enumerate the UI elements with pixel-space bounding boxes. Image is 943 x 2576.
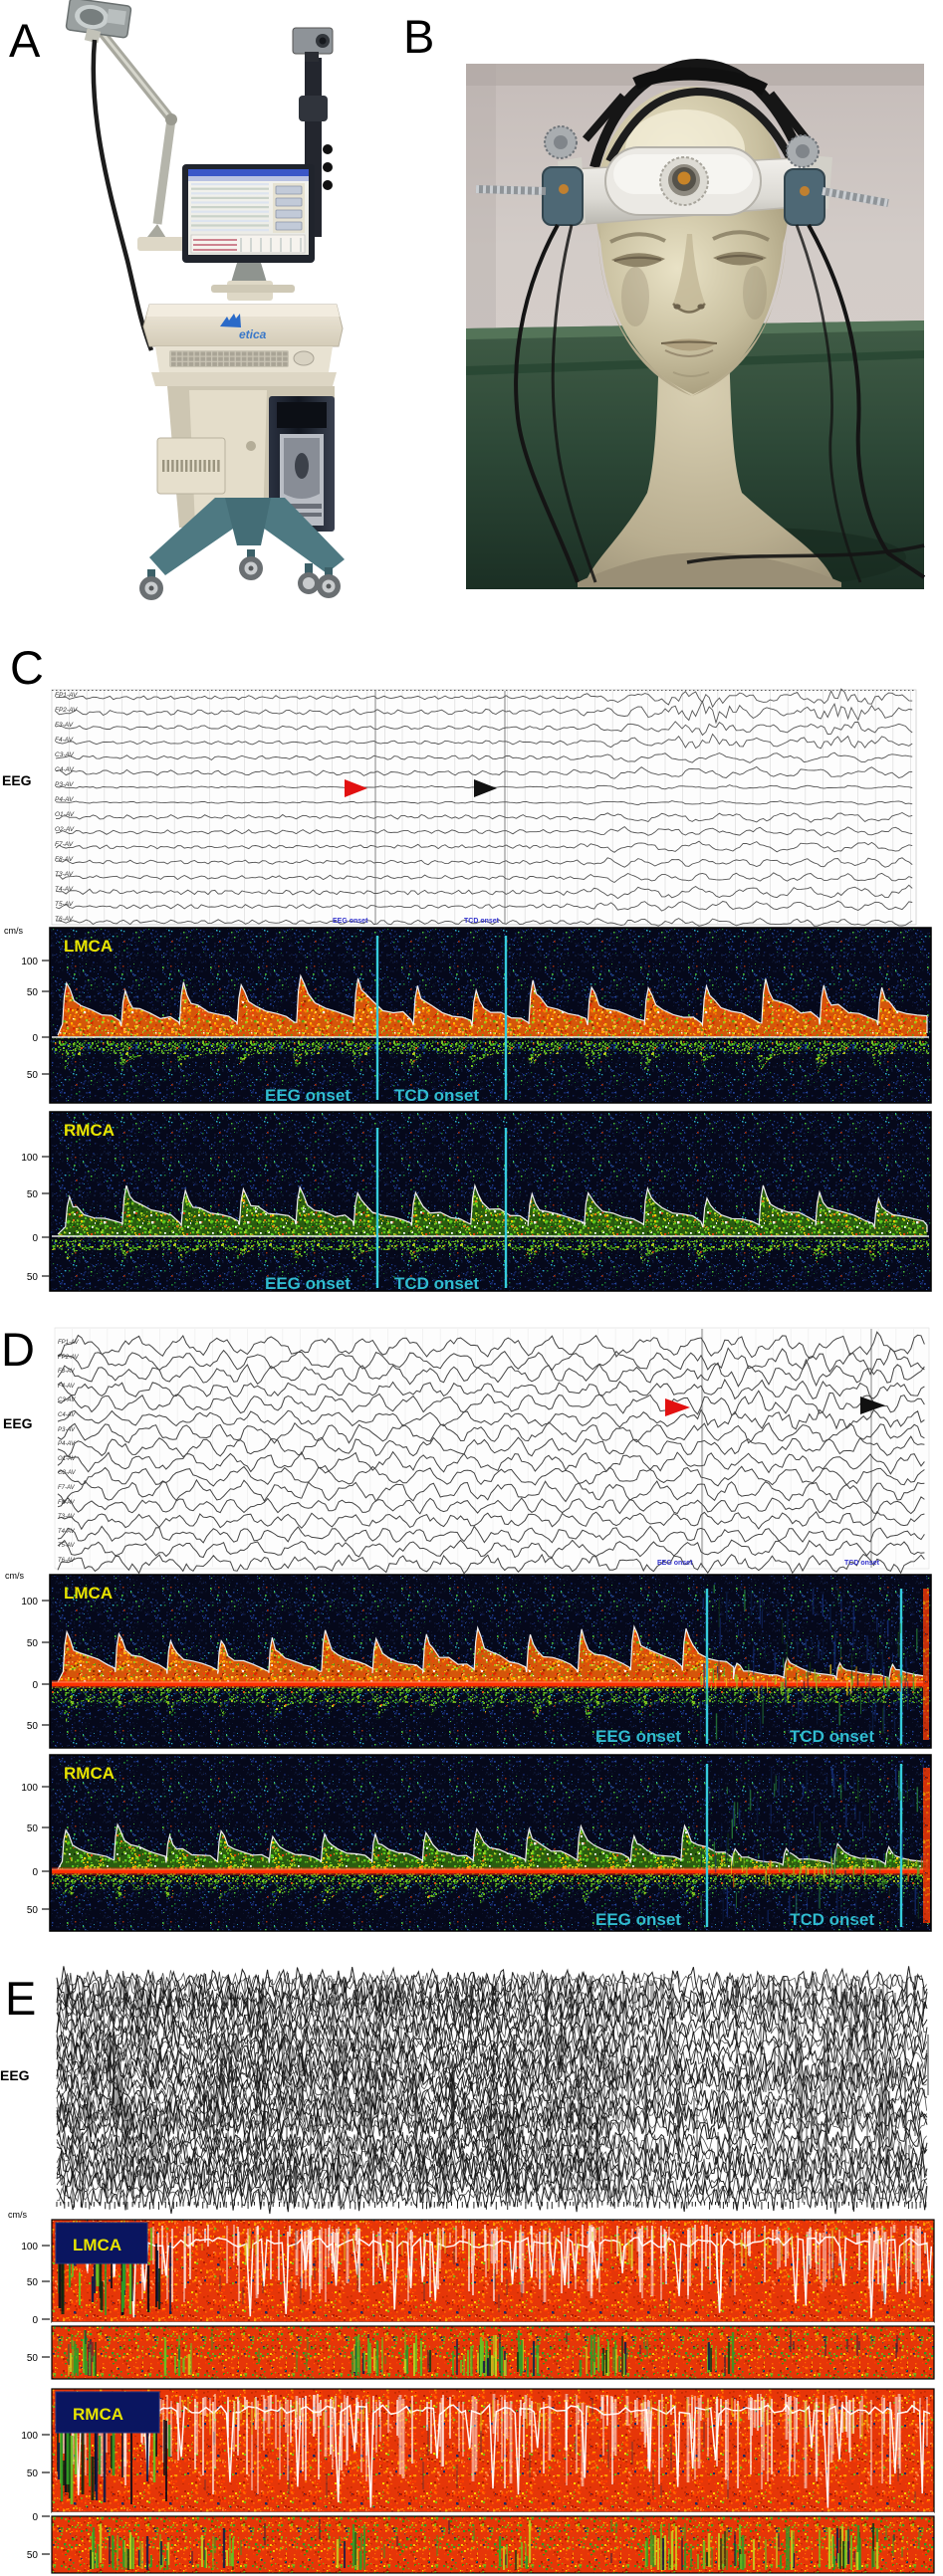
svg-text:F4-AV: F4-AV (55, 737, 74, 744)
svg-text:O1-AV: O1-AV (58, 1456, 77, 1462)
svg-text:T6-AV: T6-AV (58, 1558, 76, 1564)
svg-text:FP2-AV: FP2-AV (55, 707, 78, 714)
svg-text:EEG onset: EEG onset (265, 1086, 351, 1105)
svg-text:0: 0 (32, 1867, 38, 1878)
svg-text:T3-AV: T3-AV (55, 871, 74, 878)
svg-text:E: E (5, 1972, 36, 2025)
svg-text:P3-AV: P3-AV (58, 1427, 76, 1433)
svg-text:F3-AV: F3-AV (55, 722, 74, 729)
svg-text:50: 50 (27, 1905, 39, 1916)
svg-text:0: 0 (32, 1680, 38, 1691)
svg-text:T4-AV: T4-AV (58, 1529, 76, 1535)
svg-text:F8-AV: F8-AV (55, 856, 74, 863)
svg-text:EEG: EEG (0, 2067, 30, 2083)
svg-text:TCD onset: TCD onset (790, 1727, 874, 1746)
svg-text:F7-AV: F7-AV (58, 1485, 76, 1491)
svg-text:F4-AV: F4-AV (58, 1384, 76, 1390)
svg-text:EEG onset: EEG onset (333, 918, 368, 925)
svg-text:TCD onset: TCD onset (394, 1274, 479, 1293)
svg-text:P3-AV: P3-AV (55, 781, 74, 788)
svg-text:50: 50 (27, 2550, 39, 2561)
svg-text:EEG onset: EEG onset (657, 1560, 693, 1567)
svg-text:LMCA: LMCA (73, 2236, 121, 2254)
svg-text:C4-AV: C4-AV (58, 1412, 76, 1418)
svg-text:100: 100 (21, 1783, 38, 1794)
svg-text:0: 0 (32, 1233, 38, 1244)
svg-text:50: 50 (27, 2353, 39, 2364)
svg-text:100: 100 (21, 1597, 38, 1608)
svg-text:50: 50 (27, 2469, 39, 2479)
svg-text:TCD onset: TCD onset (464, 918, 500, 925)
svg-text:50: 50 (27, 987, 39, 998)
svg-text:EEG onset: EEG onset (595, 1727, 681, 1746)
svg-text:F8-AV: F8-AV (58, 1500, 76, 1506)
svg-text:EEG: EEG (2, 772, 32, 788)
svg-text:C4-AV: C4-AV (55, 766, 74, 773)
svg-text:100: 100 (21, 957, 38, 967)
svg-text:50: 50 (27, 2277, 39, 2288)
svg-text:0: 0 (32, 2512, 38, 2523)
svg-text:D: D (1, 1323, 35, 1376)
svg-text:cm/s: cm/s (8, 2210, 27, 2220)
svg-text:LMCA: LMCA (64, 937, 113, 956)
svg-text:T5-AV: T5-AV (58, 1543, 76, 1549)
svg-text:A: A (9, 14, 41, 67)
svg-text:50: 50 (27, 1070, 39, 1081)
svg-text:50: 50 (27, 1189, 39, 1200)
svg-text:TCD onset: TCD onset (844, 1560, 880, 1567)
svg-text:O1-AV: O1-AV (55, 811, 75, 818)
svg-text:cm/s: cm/s (4, 926, 23, 936)
svg-text:B: B (403, 10, 434, 63)
svg-text:100: 100 (21, 2242, 38, 2253)
svg-text:0: 0 (32, 2315, 38, 2326)
svg-text:50: 50 (27, 1272, 39, 1283)
svg-text:T4-AV: T4-AV (55, 886, 74, 893)
svg-text:FP2-AV: FP2-AV (58, 1355, 80, 1361)
svg-text:C3-AV: C3-AV (55, 751, 74, 758)
svg-text:P4-AV: P4-AV (55, 796, 74, 803)
svg-text:EEG onset: EEG onset (595, 1910, 681, 1929)
svg-text:0: 0 (32, 1033, 38, 1044)
svg-text:etica: etica (239, 327, 267, 341)
svg-text:O2-AV: O2-AV (55, 826, 75, 833)
svg-text:cm/s: cm/s (5, 1571, 24, 1581)
svg-text:C3-AV: C3-AV (58, 1397, 76, 1403)
svg-text:EEG onset: EEG onset (265, 1274, 351, 1293)
svg-text:C: C (10, 641, 44, 694)
svg-text:RMCA: RMCA (64, 1121, 115, 1140)
svg-text:RMCA: RMCA (73, 2405, 123, 2424)
svg-text:EEG: EEG (3, 1415, 33, 1431)
svg-text:50: 50 (27, 1824, 39, 1834)
svg-text:F3-AV: F3-AV (58, 1369, 76, 1375)
svg-text:50: 50 (27, 1638, 39, 1649)
svg-text:100: 100 (21, 1153, 38, 1164)
svg-text:T6-AV: T6-AV (55, 916, 74, 923)
svg-text:100: 100 (21, 2431, 38, 2442)
svg-text:T5-AV: T5-AV (55, 901, 74, 908)
svg-text:P4-AV: P4-AV (58, 1441, 76, 1447)
svg-text:TCD onset: TCD onset (790, 1910, 874, 1929)
svg-text:50: 50 (27, 1721, 39, 1732)
svg-text:O2-AV: O2-AV (58, 1470, 77, 1476)
svg-text:TCD onset: TCD onset (394, 1086, 479, 1105)
svg-text:FP1-AV: FP1-AV (58, 1340, 80, 1346)
svg-text:FP1-AV: FP1-AV (55, 692, 78, 699)
svg-text:T3-AV: T3-AV (58, 1514, 76, 1520)
svg-text:RMCA: RMCA (64, 1764, 115, 1783)
svg-text:F7-AV: F7-AV (55, 841, 74, 848)
svg-text:LMCA: LMCA (64, 1584, 113, 1603)
